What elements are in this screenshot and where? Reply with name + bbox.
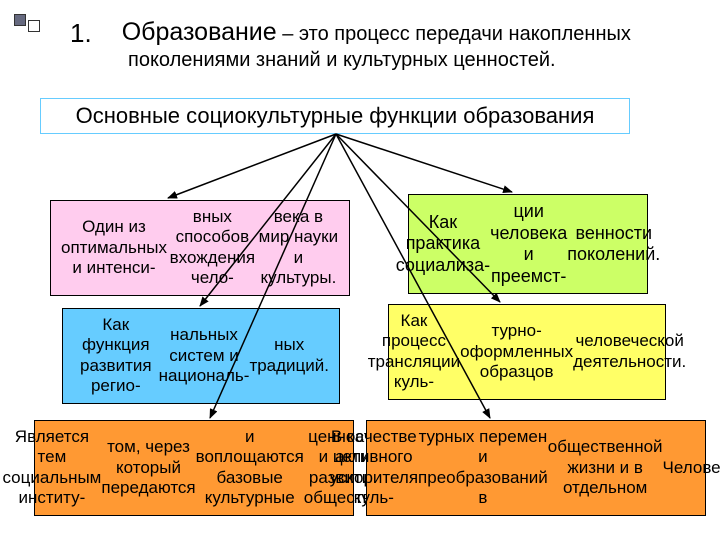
content-box-b4: Как процесс трансляции куль-турно-оформл… [388, 304, 666, 400]
title-number: 1. [70, 18, 92, 49]
square-outline-icon [28, 20, 40, 32]
content-box-b1: Один из оптимальных и интенси-вных спосо… [50, 200, 350, 296]
content-box-b5: Является тем социальным институ-том, чер… [34, 420, 354, 516]
title-rest: это процесс передачи накопленных [299, 23, 631, 45]
title-line2: поколениями знаний и культурных ценносте… [128, 49, 680, 72]
square-filled-icon [14, 14, 26, 26]
title-dash: – [277, 23, 299, 45]
slide-title: 1. Образование – это процесс передачи на… [70, 18, 680, 72]
content-box-b3: Как функция развития регио-нальных систе… [62, 308, 340, 404]
content-box-b6: В качестве активного ускорителя куль-тур… [366, 420, 706, 516]
title-main: Образование [122, 18, 277, 46]
header-box: Основные социокультурные функции образов… [40, 98, 630, 134]
content-box-b2: Как практика социализа-ции человека и пр… [408, 194, 648, 294]
corner-decoration [14, 14, 42, 32]
